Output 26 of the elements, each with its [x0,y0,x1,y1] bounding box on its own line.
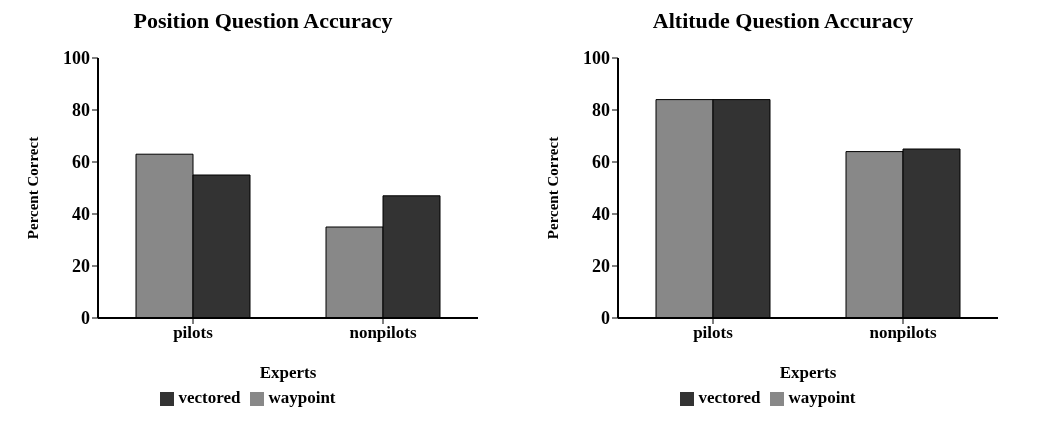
y-tick-label: 80 [592,100,610,121]
y-tick-label: 100 [583,48,610,69]
chart-title: Altitude Question Accuracy [651,8,915,35]
x-tick-label: pilots [693,323,734,343]
y-tick-label: 0 [81,308,90,329]
y-tick-label: 0 [601,308,610,329]
y-tick-label: 60 [592,152,610,173]
x-tick-label: pilots [173,323,214,343]
legend-label: waypoint [788,388,856,407]
y-tick-label: 60 [72,152,90,173]
legend-label: vectored [178,388,241,407]
x-axis-title: Experts [779,363,837,382]
chart-title: Position Question Accuracy [132,8,394,35]
y-tick-label: 40 [592,204,610,225]
y-axis-title: Percent Correct [545,136,562,240]
y-tick-label: 20 [72,256,90,277]
y-tick-label: 40 [72,204,90,225]
y-tick-label: 20 [592,256,610,277]
y-tick-label: 100 [63,48,90,69]
x-axis-title: Experts [259,363,317,382]
legend-label: waypoint [268,388,336,407]
x-tick-label: nonpilots [869,323,937,343]
x-tick-label: nonpilots [349,323,417,343]
y-axis-title: Percent Correct [25,136,42,240]
y-tick-label: 80 [72,100,90,121]
legend-label: vectored [698,388,761,407]
